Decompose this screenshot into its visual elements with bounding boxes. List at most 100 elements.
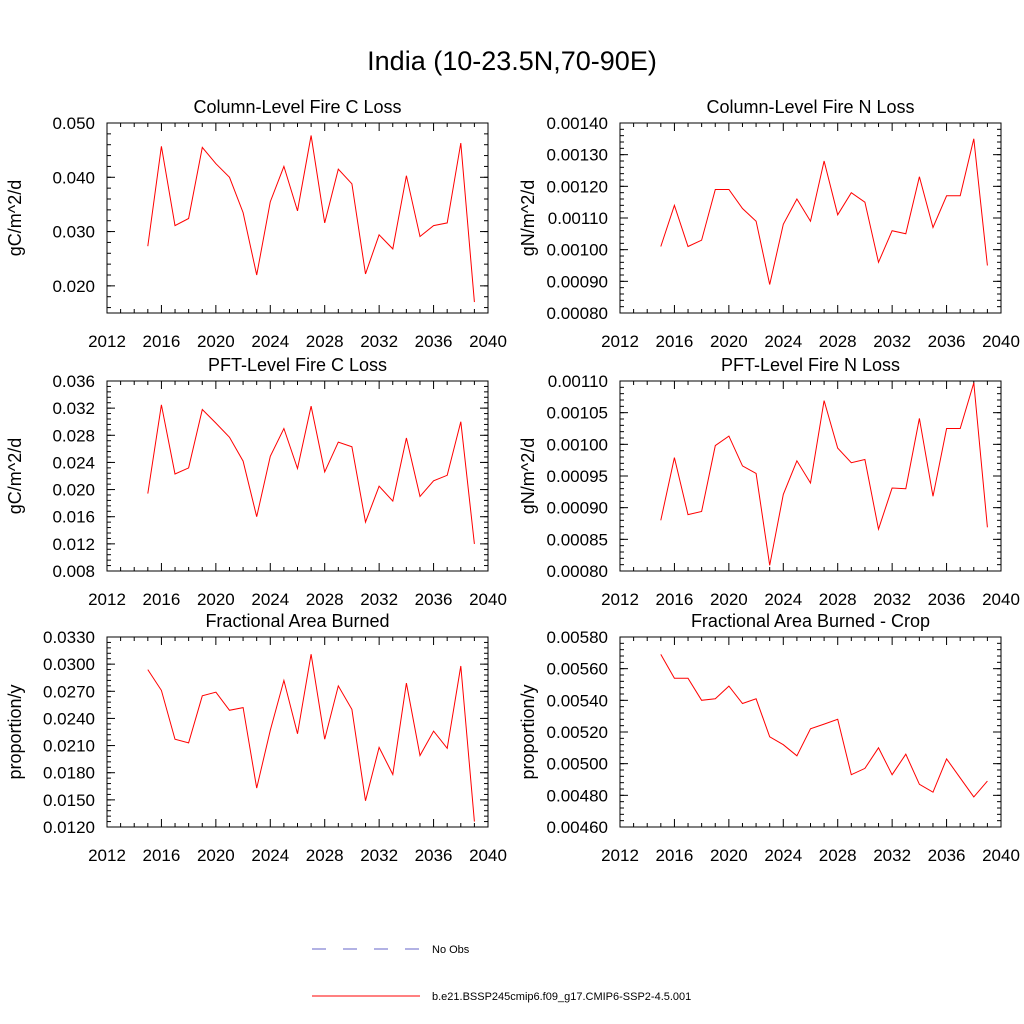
panel-3-xtick-label: 2036 — [415, 590, 453, 609]
panel-4-xtick-label: 2016 — [656, 590, 694, 609]
panel-1-series-line — [147, 135, 475, 303]
panel-5-ylabel: proportion/y — [5, 684, 25, 779]
panel-6-ylabel: proportion/y — [518, 684, 538, 779]
panel-1-ytick-label: 0.020 — [52, 277, 95, 296]
panel-4-xtick-label: 2032 — [873, 590, 911, 609]
panel-5-ytick-label: 0.0330 — [43, 628, 95, 647]
panel-2-series-line — [660, 138, 988, 285]
panel-5-ytick-label: 0.0270 — [43, 682, 95, 701]
panel-4-xtick-label: 2036 — [928, 590, 966, 609]
panel-3-title: PFT-Level Fire C Loss — [208, 355, 387, 375]
panel-5-ytick-label: 0.0150 — [43, 791, 95, 810]
panel-6-ytick-label: 0.00580 — [547, 628, 608, 647]
panel-6-xtick-label: 2036 — [928, 846, 966, 865]
panel-4-ytick-label: 0.00085 — [547, 530, 608, 549]
panel-2-title: Column-Level Fire N Loss — [706, 97, 914, 117]
panel-4-frame — [619, 380, 1002, 572]
panel-6-xtick-label: 2012 — [601, 846, 639, 865]
panel-6-ytick-label: 0.00480 — [547, 786, 608, 805]
panel-6-ytick-label: 0.00500 — [547, 755, 608, 774]
panel-6-series-line — [660, 654, 988, 798]
panel-2-ytick-label: 0.00140 — [547, 114, 608, 133]
panel-1-ytick-label: 0.030 — [52, 223, 95, 242]
panel-6-title: Fractional Area Burned - Crop — [691, 611, 930, 631]
panel-2-frame — [619, 122, 1002, 314]
panel-6-xtick-label: 2020 — [710, 846, 748, 865]
panel-4-xtick-label: 2040 — [982, 590, 1020, 609]
panel-1-xtick-label: 2040 — [469, 332, 507, 351]
panel-1-ytick-label: 0.040 — [52, 168, 95, 187]
panel-4-ylabel: gN/m^2/d — [518, 438, 538, 514]
panel-4-xtick-label: 2024 — [764, 590, 802, 609]
panel-3-ytick-label: 0.016 — [52, 508, 95, 527]
panel-2-ytick-label: 0.00110 — [548, 209, 608, 228]
panel-3-series-line — [147, 404, 475, 544]
panel-5-ytick-label: 0.0180 — [43, 764, 95, 783]
panel-6-frame — [619, 636, 1002, 828]
panel-3-ytick-label: 0.032 — [52, 399, 95, 418]
panel-5-series-line — [147, 654, 475, 822]
panel-1-xtick-label: 2020 — [197, 332, 235, 351]
panel-3-xtick-label: 2032 — [360, 590, 398, 609]
panel-4-ytick-label: 0.00090 — [547, 499, 608, 518]
panel-2-ytick-label: 0.00120 — [547, 177, 608, 196]
panel-5-xtick-label: 2024 — [251, 846, 289, 865]
panel-5-xtick-label: 2028 — [306, 846, 344, 865]
panel-6-xtick-label: 2032 — [873, 846, 911, 865]
panel-4-ytick-label: 0.00100 — [547, 435, 608, 454]
panel-2-ytick-label: 0.00100 — [547, 241, 608, 260]
panel-6-ytick-label: 0.00560 — [547, 660, 608, 679]
panel-5-xtick-label: 2016 — [143, 846, 181, 865]
panel-6-xtick-label: 2040 — [982, 846, 1020, 865]
panel-1-frame — [106, 122, 489, 314]
panel-5-ytick-label: 0.0120 — [43, 818, 95, 837]
panel-5-xtick-label: 2040 — [469, 846, 507, 865]
panel-3-xtick-label: 2020 — [197, 590, 235, 609]
panel-5-xtick-label: 2036 — [415, 846, 453, 865]
panel-2-xtick-label: 2032 — [873, 332, 911, 351]
panel-3-ytick-label: 0.036 — [52, 372, 95, 391]
panel-4-ytick-label: 0.00110 — [548, 372, 608, 391]
panel-3-xtick-label: 2012 — [88, 590, 126, 609]
panel-3-ytick-label: 0.012 — [52, 535, 95, 554]
panel-1-xtick-label: 2016 — [143, 332, 181, 351]
panel-5-ytick-label: 0.0240 — [43, 709, 95, 728]
panel-5-ytick-label: 0.0300 — [43, 655, 95, 674]
panel-4-title: PFT-Level Fire N Loss — [721, 355, 900, 375]
panel-2-xtick-label: 2012 — [601, 332, 639, 351]
panel-1-ytick-label: 0.050 — [52, 114, 95, 133]
panel-2-xtick-label: 2020 — [710, 332, 748, 351]
panel-3-ylabel: gC/m^2/d — [5, 438, 25, 514]
panel-5-xtick-label: 2012 — [88, 846, 126, 865]
panel-5-title: Fractional Area Burned — [205, 611, 389, 631]
panel-6-xtick-label: 2028 — [819, 846, 857, 865]
panel-3-frame — [106, 380, 489, 572]
panel-3-ytick-label: 0.020 — [52, 481, 95, 500]
panel-2-xtick-label: 2040 — [982, 332, 1020, 351]
panel-1-title: Column-Level Fire C Loss — [193, 97, 401, 117]
panel-2-ytick-label: 0.00130 — [547, 146, 608, 165]
panel-5-xtick-label: 2032 — [360, 846, 398, 865]
panel-2-xtick-label: 2028 — [819, 332, 857, 351]
panel-4-xtick-label: 2028 — [819, 590, 857, 609]
panel-5-ytick-label: 0.0210 — [43, 737, 95, 756]
panel-1-xtick-label: 2024 — [251, 332, 289, 351]
panel-4-xtick-label: 2012 — [601, 590, 639, 609]
panel-2-xtick-label: 2024 — [764, 332, 802, 351]
panel-1-ylabel: gC/m^2/d — [5, 180, 25, 256]
panel-1-xtick-label: 2012 — [88, 332, 126, 351]
page-title: India (10-23.5N,70-90E) — [367, 46, 657, 76]
panel-6-ytick-label: 0.00520 — [547, 723, 608, 742]
panel-1-xtick-label: 2028 — [306, 332, 344, 351]
panel-4-ytick-label: 0.00105 — [547, 404, 608, 423]
panel-2-xtick-label: 2016 — [656, 332, 694, 351]
panel-3-ytick-label: 0.008 — [52, 562, 95, 581]
panel-3-xtick-label: 2040 — [469, 590, 507, 609]
legend-model-label: b.e21.BSSP245cmip6.f09_g17.CMIP6-SSP2-4.… — [432, 991, 691, 1003]
panel-2-ylabel: gN/m^2/d — [518, 180, 538, 256]
panel-5-xtick-label: 2020 — [197, 846, 235, 865]
panel-4-ytick-label: 0.00095 — [547, 467, 608, 486]
panel-6-ytick-label: 0.00460 — [547, 818, 608, 837]
panel-6-ytick-label: 0.00540 — [547, 691, 608, 710]
